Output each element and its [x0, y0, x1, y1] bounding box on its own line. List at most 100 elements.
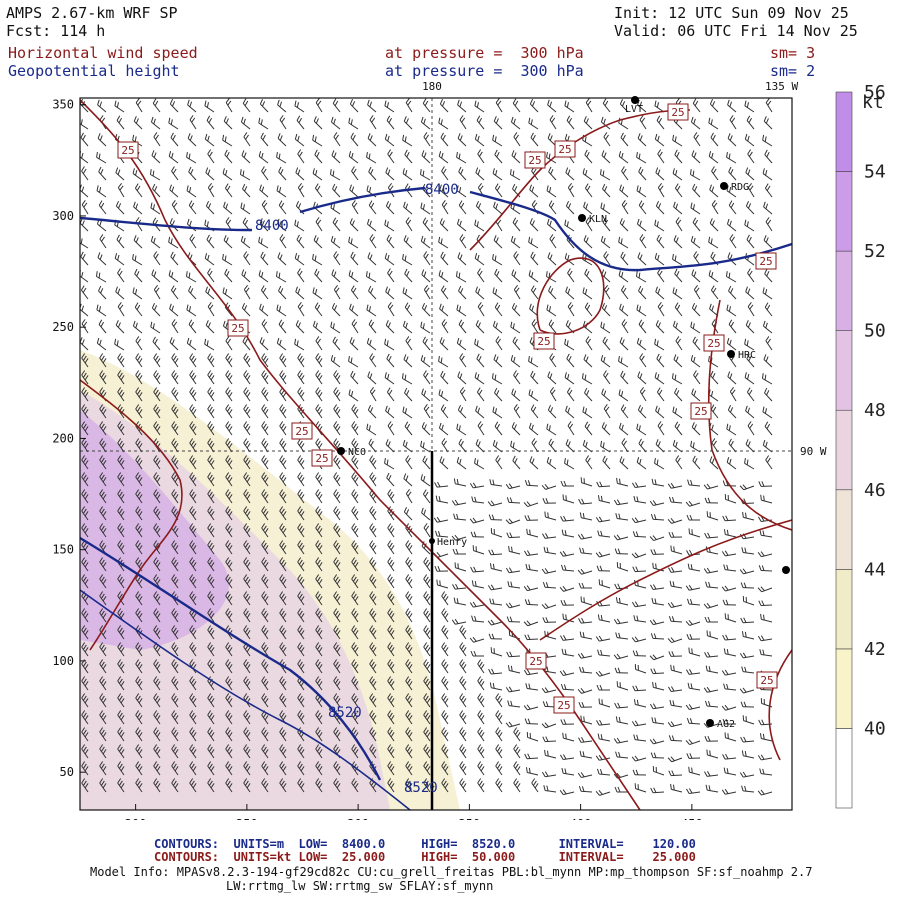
wind-barb: [667, 602, 683, 608]
wind-barb: [457, 99, 467, 113]
wind-barb: [451, 618, 467, 625]
wind-barb: [562, 494, 575, 504]
wind-barb: [650, 513, 665, 521]
wind-barb: [189, 744, 197, 759]
wind-barb: [562, 732, 575, 742]
x-tick-label: 250: [236, 817, 258, 820]
wind-barb: [582, 406, 593, 419]
wind-barb: [459, 386, 467, 402]
wind-barb: [348, 355, 359, 368]
wind-barb: [477, 761, 485, 776]
wind-barb: [690, 355, 701, 368]
station-marker: [337, 447, 345, 455]
wind-barb: [207, 557, 215, 572]
wind-barb: [243, 659, 251, 674]
wind-barb: [633, 734, 647, 742]
wind-barb: [312, 253, 323, 266]
wind-barb: [561, 767, 575, 776]
wind-barb: [423, 404, 431, 419]
field2-name: Geopotential height: [8, 62, 180, 80]
wind-barb: [169, 98, 179, 113]
wind-barb: [488, 668, 503, 675]
wind-barb: [369, 676, 377, 691]
wind-barb: [153, 387, 161, 402]
wind-barb: [278, 285, 287, 300]
wind-barb: [494, 421, 503, 436]
wind-barb: [279, 608, 287, 623]
wind-barb: [333, 523, 341, 538]
wind-barb: [333, 727, 341, 742]
wind-barb: [616, 562, 629, 572]
wind-barb: [726, 337, 737, 351]
wind-barb: [189, 455, 197, 470]
wind-barb: [471, 615, 485, 623]
wind-barb: [189, 693, 197, 708]
wind-barb: [559, 550, 575, 557]
wind-barb: [706, 511, 719, 521]
wind-barb: [224, 183, 233, 198]
wind-barb: [578, 785, 593, 793]
wind-barb: [620, 285, 629, 300]
wind-barb: [402, 253, 413, 266]
wind-barb: [207, 574, 215, 589]
wind-barb: [368, 285, 377, 300]
wind-barb: [703, 567, 719, 574]
wind-barb: [297, 642, 305, 657]
wind-barb: [564, 100, 575, 113]
wind-barb: [261, 761, 269, 776]
wind-barb: [351, 557, 359, 572]
wind-barb: [649, 654, 665, 661]
wind-barb: [405, 744, 413, 759]
wind-barb: [114, 253, 125, 266]
wind-barb: [405, 642, 413, 657]
wind-barb: [596, 565, 611, 572]
wind-barb: [333, 404, 341, 419]
wind-barb: [693, 370, 701, 385]
wind-barb: [528, 422, 539, 436]
wind-barb: [469, 601, 485, 608]
wind-barb: [565, 167, 575, 181]
wind-barb: [620, 132, 629, 147]
wind-barb: [99, 455, 107, 470]
wind-barb: [423, 370, 431, 385]
wind-barb: [621, 166, 629, 181]
wind-barb: [99, 472, 107, 487]
wind-barb: [207, 370, 215, 385]
wind-barb: [261, 540, 269, 555]
wind-barb: [387, 268, 395, 283]
wind-barb: [279, 234, 287, 249]
wind-barb: [457, 404, 467, 419]
wind-barb: [369, 472, 377, 487]
wind-barb: [189, 676, 197, 691]
wind-barb: [668, 735, 683, 742]
wind-barb: [561, 648, 575, 657]
wind-barb: [704, 771, 719, 777]
wind-barb: [441, 608, 449, 623]
wind-barb: [153, 710, 161, 725]
wind-barb: [114, 100, 125, 113]
wind-barb: [439, 98, 449, 113]
wind-barb: [549, 234, 557, 249]
wind-barb: [297, 540, 305, 555]
colorbar-unit: kt: [862, 92, 884, 113]
wind-barb: [547, 404, 557, 419]
wind-barb: [602, 455, 611, 470]
wind-barb: [559, 754, 575, 761]
wind-barb: [691, 302, 701, 317]
wind-barb: [631, 636, 647, 643]
wind-barb: [421, 388, 431, 402]
wind-barb: [495, 710, 503, 725]
wind-barb: [597, 495, 611, 504]
wind-barb: [657, 149, 665, 164]
wind-barb: [492, 320, 503, 334]
wind-barb: [277, 133, 287, 147]
wind-barb: [186, 218, 197, 232]
wind-barb: [764, 183, 773, 198]
wind-barb: [279, 421, 287, 436]
wind-barb: [99, 727, 107, 742]
wind-barb: [475, 320, 485, 334]
speed-label: 25: [755, 252, 777, 270]
wind-barb: [384, 133, 395, 147]
wind-barb: [523, 669, 539, 676]
wind-barb: [474, 133, 485, 147]
